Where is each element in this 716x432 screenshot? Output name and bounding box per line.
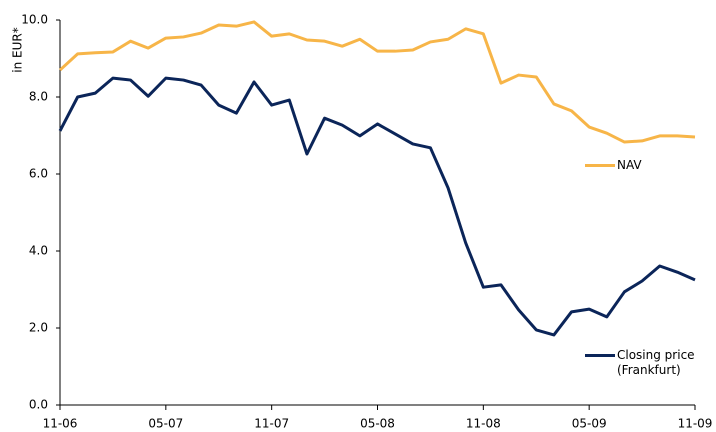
x-tick-label: 11-09 xyxy=(678,417,713,431)
y-axis-label: in EUR* xyxy=(11,27,25,72)
x-tick-label: 11-07 xyxy=(254,417,289,431)
x-tick-label: 05-09 xyxy=(572,417,607,431)
x-tick-label: 05-07 xyxy=(148,417,183,431)
y-tick-label: 10.0 xyxy=(21,13,48,27)
y-tick-label: 2.0 xyxy=(29,321,48,335)
y-tick-label: 8.0 xyxy=(29,90,48,104)
legend-label: NAV xyxy=(617,158,642,172)
y-tick-label: 6.0 xyxy=(29,167,48,181)
y-tick-label: 0.0 xyxy=(29,398,48,412)
legend-label: Closing price (Frankfurt) xyxy=(617,348,695,377)
x-tick-label: 05-08 xyxy=(360,417,395,431)
legend-item: Closing price (Frankfurt) xyxy=(585,348,716,378)
x-tick-label: 11-06 xyxy=(43,417,78,431)
y-tick-label: 4.0 xyxy=(29,244,48,258)
legend-swatch xyxy=(585,164,615,167)
legend-swatch xyxy=(585,354,615,357)
legend-item: NAV xyxy=(585,158,716,173)
line-series xyxy=(58,76,696,337)
x-tick-label: 11-08 xyxy=(466,417,501,431)
line-series xyxy=(58,20,696,144)
